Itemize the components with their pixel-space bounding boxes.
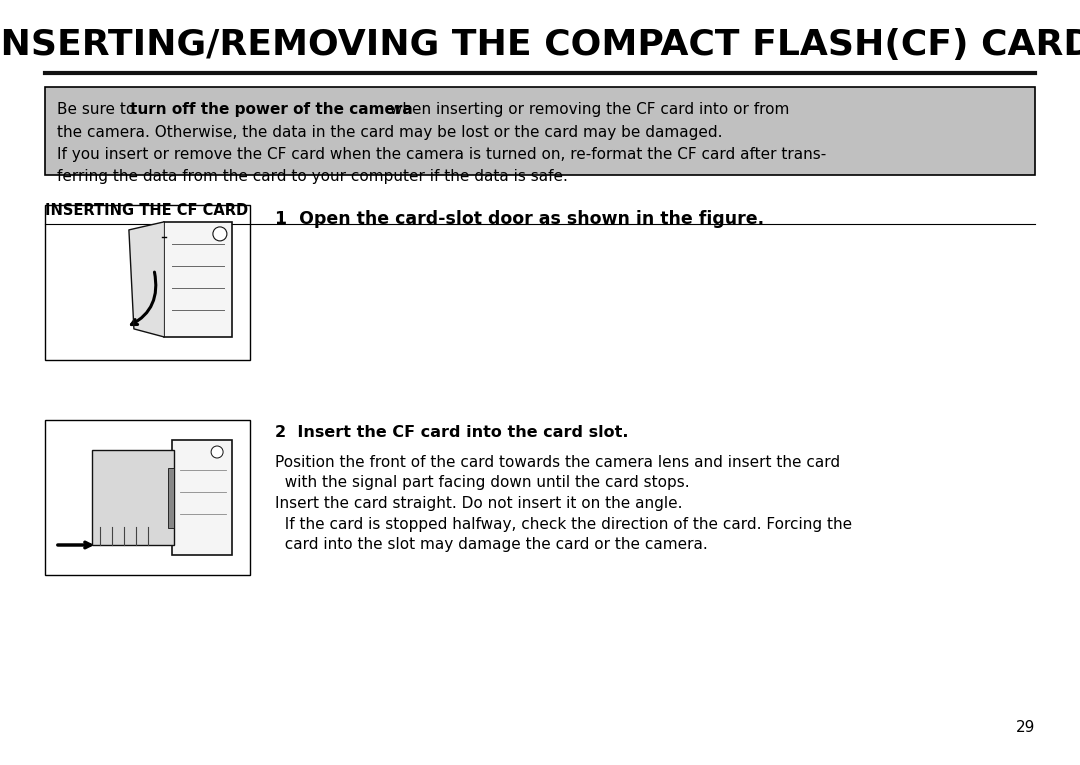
Text: INSERTING/REMOVING THE COMPACT FLASH(CF) CARD: INSERTING/REMOVING THE COMPACT FLASH(CF)… <box>0 28 1080 62</box>
FancyBboxPatch shape <box>45 420 249 575</box>
Text: If you insert or remove the CF card when the camera is turned on, re-format the : If you insert or remove the CF card when… <box>57 148 826 162</box>
Polygon shape <box>129 222 164 337</box>
Circle shape <box>213 227 227 241</box>
FancyBboxPatch shape <box>168 467 174 528</box>
Text: Insert the card straight. Do not insert it on the angle.: Insert the card straight. Do not insert … <box>275 496 683 511</box>
Text: 1  Open the card-slot door as shown in the figure.: 1 Open the card-slot door as shown in th… <box>275 210 765 228</box>
Text: ferring the data from the card to your computer if the data is safe.: ferring the data from the card to your c… <box>57 169 568 184</box>
Text: Be sure to: Be sure to <box>57 102 140 117</box>
FancyBboxPatch shape <box>45 87 1035 175</box>
FancyBboxPatch shape <box>92 450 174 545</box>
Text: when inserting or removing the CF card into or from: when inserting or removing the CF card i… <box>384 102 789 117</box>
Circle shape <box>211 446 224 458</box>
Text: with the signal part facing down until the card stops.: with the signal part facing down until t… <box>275 476 690 490</box>
Text: turn off the power of the camera: turn off the power of the camera <box>130 102 413 117</box>
FancyBboxPatch shape <box>172 440 232 555</box>
Text: 29: 29 <box>1015 720 1035 735</box>
Text: INSERTING THE CF CARD: INSERTING THE CF CARD <box>45 203 248 218</box>
Text: 2  Insert the CF card into the card slot.: 2 Insert the CF card into the card slot. <box>275 425 629 440</box>
FancyBboxPatch shape <box>164 222 232 337</box>
Text: If the card is stopped halfway, check the direction of the card. Forcing the: If the card is stopped halfway, check th… <box>275 516 852 532</box>
FancyBboxPatch shape <box>45 205 249 360</box>
Text: the camera. Otherwise, the data in the card may be lost or the card may be damag: the camera. Otherwise, the data in the c… <box>57 125 723 141</box>
Text: card into the slot may damage the card or the camera.: card into the slot may damage the card o… <box>275 537 707 552</box>
Text: Position the front of the card towards the camera lens and insert the card: Position the front of the card towards t… <box>275 455 840 470</box>
